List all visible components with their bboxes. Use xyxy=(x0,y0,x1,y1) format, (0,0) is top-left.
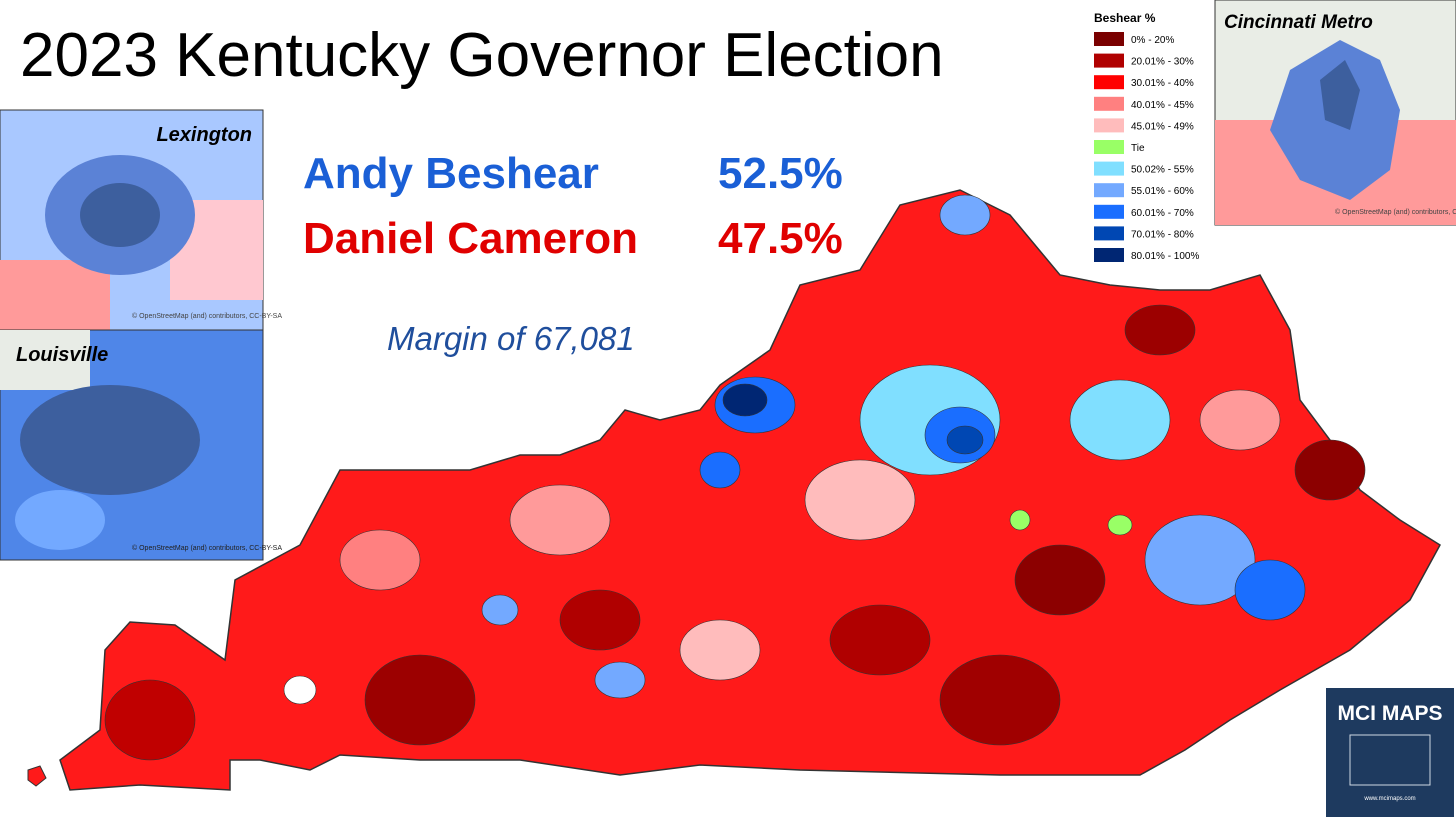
legend-label: 55.01% - 60% xyxy=(1131,186,1194,197)
logo-box xyxy=(1326,688,1454,817)
patch xyxy=(679,619,761,681)
patch xyxy=(946,425,984,455)
state-outline xyxy=(27,765,47,787)
legend-label: 30.01% - 40% xyxy=(1131,78,1194,89)
legend-swatch xyxy=(1094,204,1124,219)
legend-swatch xyxy=(1094,183,1124,198)
patch xyxy=(722,383,768,417)
legend: Beshear % 0% - 20% 20.01% - 30% 30.01% - 4… xyxy=(1094,11,1199,262)
candidate-name: Andy Beshear xyxy=(303,149,599,198)
legend-label: 60.01% - 70% xyxy=(1131,208,1194,219)
patch xyxy=(509,484,611,556)
inset-louisville: Louisville © OpenStreetMap (and) contrib… xyxy=(0,329,282,561)
patch xyxy=(1107,514,1133,536)
attribution: © OpenStreetMap (and) contributors, CC-B… xyxy=(1335,208,1456,216)
legend-swatch xyxy=(1094,96,1124,111)
page-title: 2023 Kentucky Governor Election xyxy=(20,21,944,90)
inset-label: Louisville xyxy=(16,344,108,366)
legend-label: 70.01% - 80% xyxy=(1131,229,1194,240)
legend-label: 50.02% - 55% xyxy=(1131,165,1194,176)
patch xyxy=(1199,389,1281,451)
candidate-share: 52.5% xyxy=(718,149,843,198)
legend-label: 0% - 20% xyxy=(1131,35,1174,46)
patch xyxy=(1014,544,1106,616)
patch xyxy=(481,594,519,626)
inset-area xyxy=(1320,60,1360,130)
precinct-patches xyxy=(104,194,1366,761)
attribution: © OpenStreetMap (and) contributors, CC-B… xyxy=(132,544,282,552)
inset-area xyxy=(0,260,110,330)
patch xyxy=(104,679,196,761)
legend-swatch xyxy=(1094,53,1124,68)
legend-label: 40.01% - 45% xyxy=(1131,100,1194,111)
inset-area xyxy=(15,490,105,550)
logo: MCI MAPS www.mcimaps.com xyxy=(1326,688,1454,817)
patch xyxy=(594,661,646,699)
legend-swatch xyxy=(1094,161,1124,176)
legend-label: 80.01% - 100% xyxy=(1131,251,1199,262)
patch xyxy=(1144,514,1256,606)
legend-label: 45.01% - 49% xyxy=(1131,121,1194,132)
legend-swatch xyxy=(1094,248,1124,262)
patch xyxy=(829,604,931,676)
legend-swatch xyxy=(1094,226,1124,241)
patch xyxy=(364,654,476,746)
candidate-share: 47.5% xyxy=(718,214,843,263)
patch xyxy=(1009,509,1031,531)
legend-title: Beshear % xyxy=(1094,11,1156,25)
logo-url: www.mcimaps.com xyxy=(1363,796,1415,802)
patch xyxy=(939,654,1061,746)
patch xyxy=(804,459,916,541)
patch xyxy=(283,675,317,705)
patch xyxy=(1124,304,1196,356)
state-map xyxy=(27,189,1441,791)
patch xyxy=(559,589,641,651)
patch xyxy=(1294,439,1366,501)
inset-area xyxy=(0,330,90,390)
inset-cincinnati: Cincinnati Metro © OpenStreetMap (and) c… xyxy=(1214,0,1456,226)
patch xyxy=(339,529,421,591)
patch xyxy=(939,194,991,236)
logo-map xyxy=(1349,734,1431,786)
inset-area xyxy=(80,183,160,247)
legend-swatch xyxy=(1094,32,1124,46)
margin: Margin of 67,081 xyxy=(387,320,635,357)
legend-swatch xyxy=(1094,140,1124,154)
legend-label: 20.01% - 30% xyxy=(1131,57,1194,68)
patch xyxy=(699,451,741,489)
inset-lexington: Lexington © OpenStreetMap (and) contribu… xyxy=(0,109,282,331)
state-outline xyxy=(59,189,1441,791)
attribution: © OpenStreetMap (and) contributors, CC-B… xyxy=(132,312,282,320)
inset-area xyxy=(20,385,200,495)
legend-swatch xyxy=(1094,118,1124,133)
inset-label: Cincinnati Metro xyxy=(1224,12,1373,33)
legend-label: Tie xyxy=(1131,143,1145,154)
logo-title: MCI MAPS xyxy=(1338,702,1443,725)
candidate-name: Daniel Cameron xyxy=(303,214,638,263)
patch xyxy=(1234,559,1306,621)
legend-swatch xyxy=(1094,75,1124,90)
inset-label: Lexington xyxy=(156,124,252,146)
patch xyxy=(1069,379,1171,461)
